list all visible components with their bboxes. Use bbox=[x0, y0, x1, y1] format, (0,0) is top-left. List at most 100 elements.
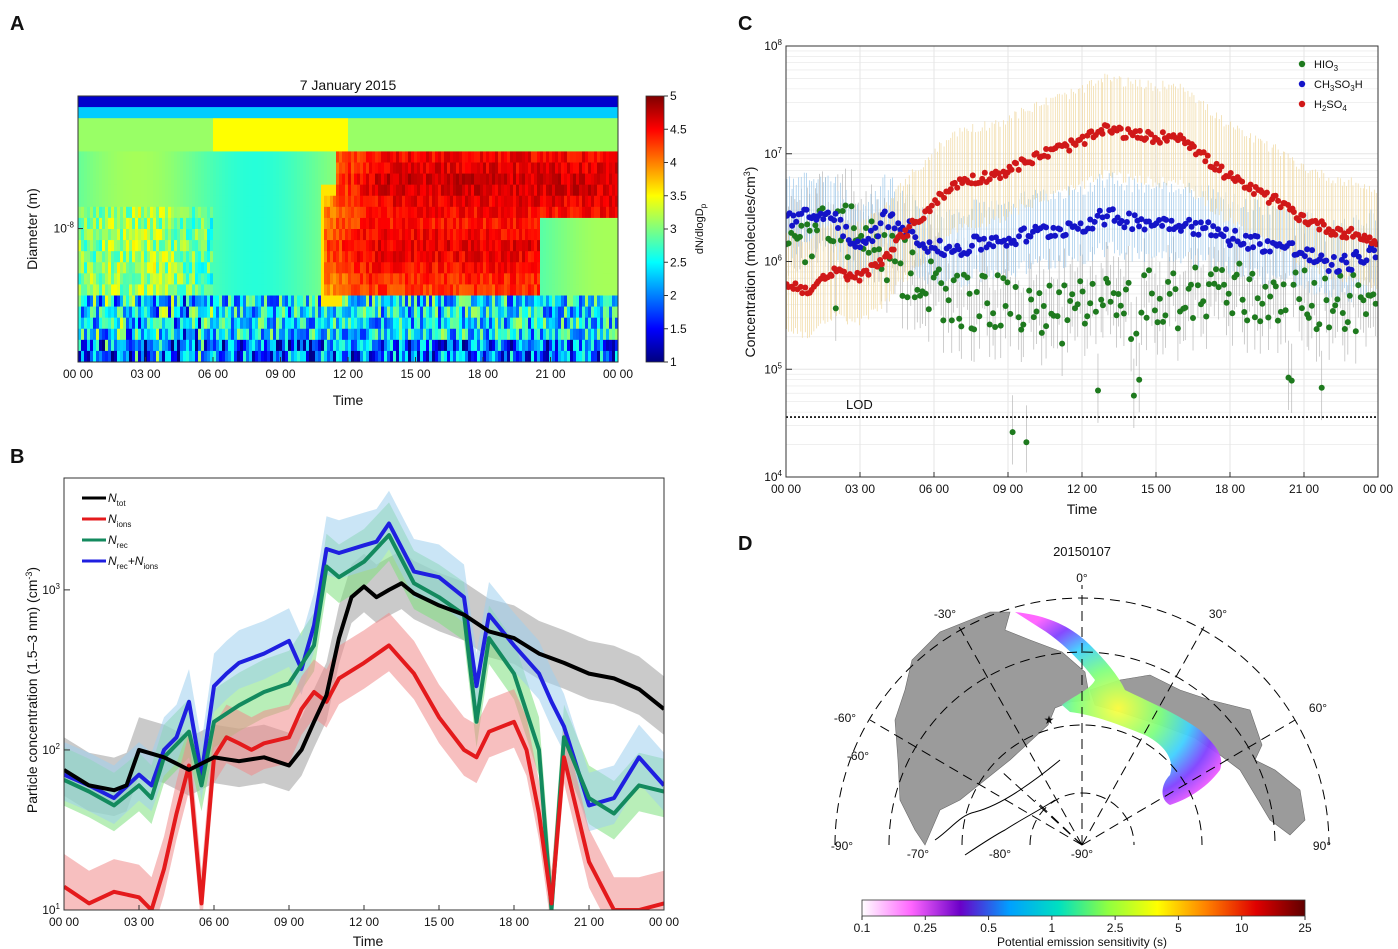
heatmap-cell bbox=[96, 251, 100, 263]
heatmap-cell bbox=[345, 206, 349, 219]
heatmap-cell bbox=[498, 129, 502, 141]
heatmap-cell bbox=[594, 240, 598, 252]
heatmap-cell bbox=[201, 217, 205, 230]
heatmap-cell bbox=[81, 295, 85, 307]
heatmap-cell bbox=[168, 328, 172, 341]
heatmap-cell bbox=[441, 350, 445, 362]
heatmap-cell bbox=[393, 317, 397, 330]
heatmap-cell bbox=[315, 173, 319, 186]
heatmap-cell bbox=[603, 317, 607, 330]
heatmap-cell bbox=[195, 328, 199, 341]
heatmap-cell bbox=[462, 317, 466, 330]
heatmap-cell bbox=[333, 206, 337, 219]
heatmap-cell bbox=[564, 107, 568, 119]
heatmap-cell bbox=[117, 195, 121, 208]
heatmap-cell bbox=[615, 206, 618, 219]
heatmap-cell bbox=[603, 173, 607, 186]
heatmap-cell bbox=[294, 295, 298, 307]
heatmap-cell bbox=[264, 317, 268, 330]
heatmap-cell bbox=[507, 284, 511, 296]
heatmap-cell bbox=[558, 240, 562, 252]
heatmap-cell bbox=[279, 229, 283, 241]
heatmap-cell bbox=[210, 107, 214, 119]
heatmap-cell bbox=[576, 151, 580, 163]
heatmap-cell bbox=[405, 273, 409, 285]
heatmap-cell bbox=[237, 317, 241, 330]
heatmap-cell bbox=[588, 206, 592, 219]
heatmap-cell bbox=[471, 273, 475, 285]
heatmap-cell bbox=[543, 96, 547, 108]
heatmap-cell bbox=[198, 295, 202, 307]
heatmap-cell bbox=[183, 151, 187, 163]
heatmap-cell bbox=[279, 162, 283, 174]
heatmap-cell bbox=[174, 240, 178, 252]
heatmap-cell bbox=[96, 273, 100, 285]
heatmap-cell bbox=[600, 317, 604, 330]
heatmap-cell bbox=[282, 173, 286, 186]
heatmap-cell bbox=[408, 140, 412, 152]
heatmap-cell bbox=[612, 306, 616, 319]
heatmap-cell bbox=[99, 284, 103, 296]
heatmap-cell bbox=[372, 162, 376, 174]
heatmap-cell bbox=[129, 151, 133, 163]
heatmap-cell bbox=[585, 240, 589, 252]
heatmap-cell bbox=[519, 317, 523, 330]
heatmap-cell bbox=[363, 162, 367, 174]
heatmap-cell bbox=[111, 339, 115, 352]
heatmap-cell bbox=[393, 151, 397, 163]
heatmap-cell bbox=[273, 107, 277, 119]
heatmap-cell bbox=[159, 217, 163, 230]
heatmap-cell bbox=[591, 251, 595, 263]
heatmap-cell bbox=[609, 195, 613, 208]
heatmap-cell bbox=[459, 96, 463, 108]
heatmap-cell bbox=[219, 173, 223, 186]
heatmap-cell bbox=[87, 140, 91, 152]
heatmap-cell bbox=[552, 328, 556, 341]
heatmap-cell bbox=[240, 273, 244, 285]
heatmap-cell bbox=[318, 217, 322, 230]
heatmap-cell bbox=[180, 162, 184, 174]
heatmap-cell bbox=[534, 229, 538, 241]
heatmap-cell bbox=[225, 96, 229, 108]
heatmap-cell bbox=[555, 96, 559, 108]
heatmap-cell bbox=[147, 217, 151, 230]
heatmap-cell bbox=[378, 317, 382, 330]
heatmap-cell bbox=[225, 240, 229, 252]
heatmap-cell bbox=[210, 96, 214, 108]
heatmap-cell bbox=[582, 151, 586, 163]
heatmap-cell bbox=[351, 350, 355, 362]
heatmap-cell bbox=[447, 162, 451, 174]
heatmap-cell bbox=[99, 251, 103, 263]
heatmap-cell bbox=[510, 251, 514, 263]
heatmap-cell bbox=[486, 96, 490, 108]
heatmap-cell bbox=[564, 118, 568, 130]
heatmap-cell bbox=[219, 107, 223, 119]
heatmap-cell bbox=[339, 129, 343, 141]
heatmap-cell bbox=[93, 295, 97, 307]
heatmap-cell bbox=[330, 107, 334, 119]
heatmap-cell bbox=[393, 206, 397, 219]
heatmap-cell bbox=[162, 129, 166, 141]
heatmap-cell bbox=[417, 173, 421, 186]
heatmap-cell bbox=[189, 339, 193, 352]
heatmap-cell bbox=[504, 328, 508, 341]
heatmap-cell bbox=[609, 350, 613, 362]
heatmap-cell bbox=[126, 217, 130, 230]
heatmap-cell bbox=[390, 229, 394, 241]
heatmap-cell bbox=[603, 195, 607, 208]
heatmap-cell bbox=[213, 262, 217, 274]
heatmap-cell bbox=[306, 217, 310, 230]
heatmap-cell bbox=[345, 306, 349, 319]
heatmap-cell bbox=[423, 118, 427, 130]
heatmap-cell bbox=[123, 195, 127, 208]
heatmap-cell bbox=[570, 129, 574, 141]
panel-letter-a: A bbox=[10, 13, 24, 35]
heatmap-cell bbox=[588, 350, 592, 362]
heatmap-cell bbox=[384, 184, 388, 197]
heatmap-cell bbox=[306, 317, 310, 330]
heatmap-cell bbox=[360, 251, 364, 263]
heatmap-cell bbox=[564, 195, 568, 208]
heatmap-cell bbox=[324, 184, 328, 197]
heatmap-cell bbox=[84, 129, 88, 141]
heatmap-cell bbox=[207, 129, 211, 141]
